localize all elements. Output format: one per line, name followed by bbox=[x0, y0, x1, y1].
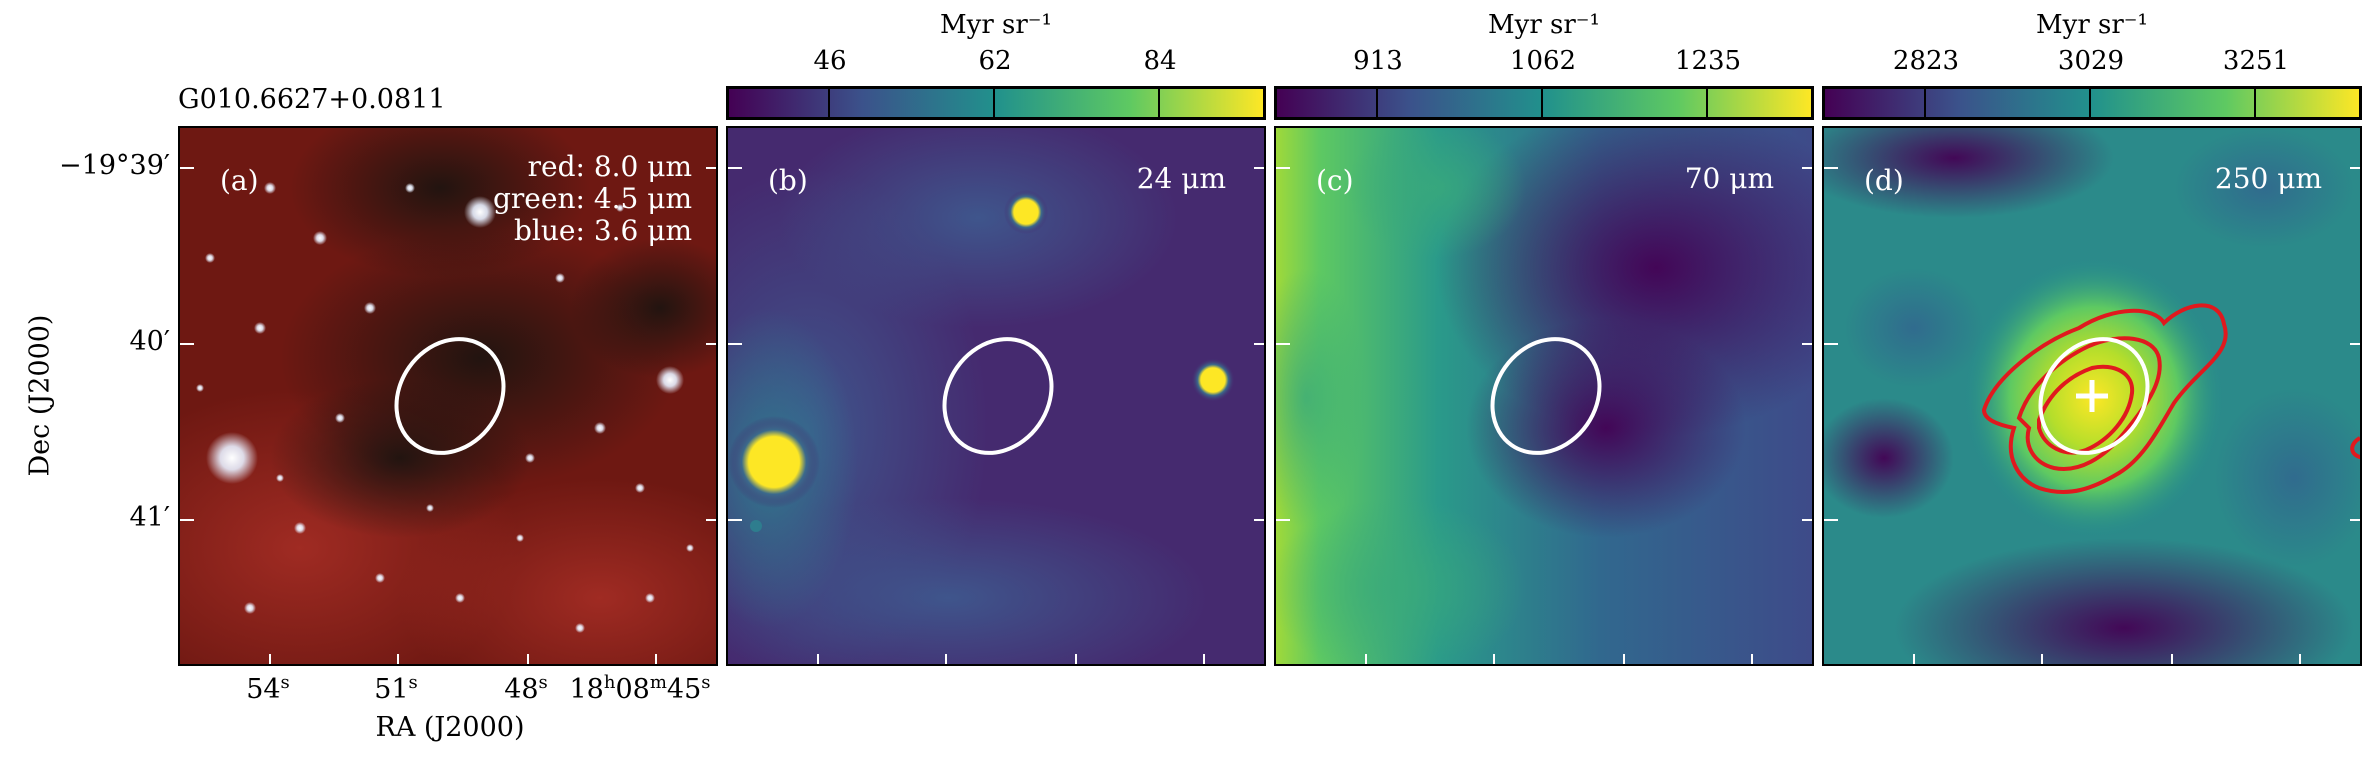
stars bbox=[196, 182, 694, 633]
source-ellipse bbox=[394, 337, 506, 455]
colorbar-tick: 2823 bbox=[1892, 46, 1960, 76]
colorbar-tick: 1062 bbox=[1509, 46, 1577, 76]
panel-b-ticks bbox=[728, 167, 1264, 664]
band-label-green: green: 4.5 μm bbox=[493, 182, 692, 215]
band-label-blue: blue: 3.6 μm bbox=[514, 214, 692, 247]
source-ellipse bbox=[1490, 337, 1602, 455]
panel-label: (c) bbox=[1316, 164, 1354, 197]
panel-c-svg bbox=[1276, 128, 1812, 664]
panel-d-image: (d) 250 μm bbox=[1822, 126, 2362, 666]
colorbar-tick: 62 bbox=[978, 46, 1012, 76]
colorbar-unit: Myr sr⁻¹ bbox=[2036, 10, 2148, 40]
dec-tick-label: −19°39′ bbox=[59, 150, 170, 181]
colorbar-ticks bbox=[1274, 86, 1814, 120]
panel-a-svg bbox=[180, 128, 716, 664]
band-label-red: red: 8.0 μm bbox=[527, 150, 692, 183]
dec-tick-label: 41′ bbox=[129, 502, 171, 533]
panel-d-ticks bbox=[1824, 167, 2360, 664]
panel-label: (a) bbox=[220, 164, 259, 197]
x-axis-label: RA (J2000) bbox=[375, 712, 525, 743]
colorbar-ticks bbox=[726, 86, 1266, 120]
ra-tick-label: 51s bbox=[374, 672, 418, 705]
panel-c-ticks bbox=[1276, 167, 1812, 664]
panel-b-image: (b) 24 μm bbox=[726, 126, 1266, 666]
source-name: G010.6627+0.0811 bbox=[178, 84, 446, 115]
dec-tick-label: 40′ bbox=[129, 326, 171, 357]
cross-marker bbox=[2076, 380, 2108, 412]
panel-a-image: (a) red: 8.0 μm green: 4.5 μm blue: 3.6 … bbox=[178, 126, 718, 666]
panel-b-svg bbox=[728, 128, 1264, 664]
colorbar-tick: 3029 bbox=[2057, 46, 2125, 76]
ra-tick-label: 18h08m45s bbox=[569, 672, 711, 705]
colorbar-unit: Myr sr⁻¹ bbox=[1488, 10, 1600, 40]
panel-c-image: (c) 70 μm bbox=[1274, 126, 1814, 666]
colorbar-ticks bbox=[1822, 86, 2362, 120]
band-label: 70 μm bbox=[1684, 162, 1774, 195]
colorbar-tick: 84 bbox=[1143, 46, 1177, 76]
source-ellipse bbox=[2038, 337, 2150, 455]
colorbar-c bbox=[1274, 86, 1814, 120]
band-label: 250 μm bbox=[2214, 162, 2322, 195]
ra-tick-label: 48s bbox=[504, 672, 548, 705]
panel-label: (b) bbox=[768, 164, 808, 197]
panel-d-svg bbox=[1824, 128, 2360, 664]
source-blob bbox=[1004, 190, 1048, 234]
colorbar-tick: 46 bbox=[813, 46, 847, 76]
colorbar-d bbox=[1822, 86, 2362, 120]
panel-a-ticks bbox=[180, 167, 716, 664]
colorbar-tick: 3251 bbox=[2222, 46, 2290, 76]
source-ellipse bbox=[942, 337, 1054, 455]
source-blob bbox=[728, 416, 820, 508]
band-label: 24 μm bbox=[1136, 162, 1226, 195]
source-blob bbox=[1191, 358, 1235, 402]
colorbar-b bbox=[726, 86, 1266, 120]
panel-label: (d) bbox=[1864, 164, 1904, 197]
colorbar-tick: 913 bbox=[1353, 46, 1403, 76]
ra-tick-label: 54s bbox=[246, 672, 290, 705]
colorbar-unit: Myr sr⁻¹ bbox=[940, 10, 1052, 40]
colorbar-tick: 1235 bbox=[1674, 46, 1742, 76]
contours bbox=[1981, 303, 2360, 495]
